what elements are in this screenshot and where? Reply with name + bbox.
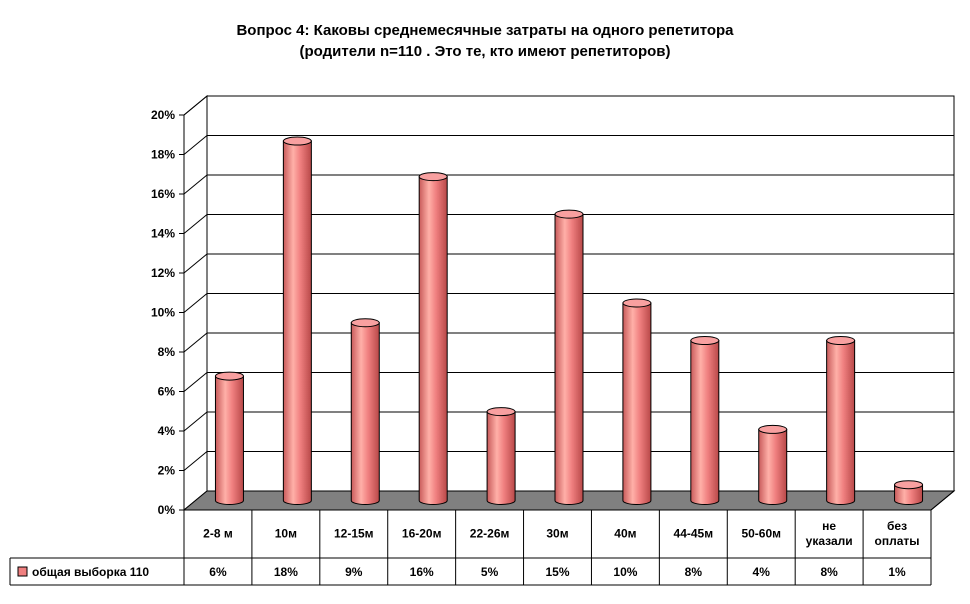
gridline-diagonal xyxy=(183,174,208,195)
bar-top xyxy=(554,209,584,219)
gridline-diagonal xyxy=(183,214,208,234)
category-label: 10м xyxy=(275,527,297,541)
data-table: 2-8 м 10м 12-15м 16-20м 22-26м 30м 40м 44-45м 50… xyxy=(9,490,955,586)
y-tick-label: 6% xyxy=(158,385,176,399)
data-value-label: 8% xyxy=(685,565,703,579)
y-tick-label: 20% xyxy=(151,108,175,122)
bar-body xyxy=(758,428,788,505)
y-tick-label: 18% xyxy=(151,148,175,162)
bar-top xyxy=(418,172,448,182)
data-value-label: 10% xyxy=(613,565,637,579)
chart-title-line-2: (родители n=110 . Это те, кто имеют репе… xyxy=(299,43,671,60)
chart-title: Вопрос 4: Каковы среднемесячные затраты … xyxy=(0,20,970,62)
category-label: 50-60м xyxy=(741,527,781,541)
y-tick-label: 8% xyxy=(158,345,176,359)
bar-body xyxy=(622,302,652,505)
bars-layer xyxy=(214,136,924,505)
bar xyxy=(554,209,584,505)
category-label: не xyxy=(822,519,836,533)
bar-body xyxy=(418,176,448,505)
gridline-diagonal xyxy=(183,411,208,432)
bar-body xyxy=(690,340,720,505)
bar-body xyxy=(350,322,380,505)
data-value-label: 16% xyxy=(410,565,434,579)
bar-body xyxy=(282,140,312,505)
category-label: без xyxy=(887,519,907,533)
bar xyxy=(418,172,448,505)
bar xyxy=(690,336,720,505)
y-tick-label: 10% xyxy=(151,306,175,320)
bar-top xyxy=(282,136,312,146)
bar-top xyxy=(690,336,720,346)
category-label: 16-20м xyxy=(402,527,442,541)
data-value-label: 1% xyxy=(888,565,906,579)
data-value-label: 5% xyxy=(481,565,499,579)
bar xyxy=(350,318,380,505)
bar-body xyxy=(894,484,924,505)
y-tick-label: 12% xyxy=(151,266,175,280)
bar-body xyxy=(554,213,584,505)
bar xyxy=(622,298,652,505)
data-value-label: 6% xyxy=(209,565,227,579)
gridline-diagonal xyxy=(183,372,208,392)
category-label: 30м xyxy=(546,527,568,541)
category-label: 40м xyxy=(614,527,636,541)
bar-body xyxy=(486,411,516,505)
gridline-diagonal xyxy=(183,135,208,155)
y-tick-label: 16% xyxy=(151,187,175,201)
bar xyxy=(214,371,244,505)
bar-top xyxy=(758,424,788,434)
bar xyxy=(894,480,924,505)
y-tick-label: 0% xyxy=(158,503,176,517)
category-label: оплаты xyxy=(875,534,920,548)
bar xyxy=(826,336,856,505)
legend-series-name: общая выборка 110 xyxy=(32,565,149,579)
bar-body xyxy=(826,340,856,505)
bar xyxy=(486,407,516,505)
category-label: 44-45м xyxy=(674,527,714,541)
data-value-label: 9% xyxy=(345,565,363,579)
bar xyxy=(758,424,788,505)
bar-top xyxy=(826,336,856,346)
y-tick-label: 14% xyxy=(151,227,175,241)
gridline-diagonal xyxy=(183,253,208,274)
bar-top xyxy=(214,371,244,381)
bar-top xyxy=(486,407,516,417)
bar-top xyxy=(622,298,652,308)
gridline-diagonal xyxy=(183,451,208,471)
data-value-label: 15% xyxy=(545,565,569,579)
gridline-diagonal xyxy=(183,95,208,116)
data-value-label: 4% xyxy=(753,565,771,579)
bar-top xyxy=(350,318,380,328)
category-label: указали xyxy=(806,534,853,548)
gridline-diagonal xyxy=(183,332,208,353)
data-value-label: 8% xyxy=(820,565,838,579)
data-value-label: 18% xyxy=(274,565,298,579)
category-label: 12-15м xyxy=(334,527,374,541)
bar-top xyxy=(894,480,924,490)
bar-body xyxy=(214,375,244,505)
category-label: 22-26м xyxy=(470,527,510,541)
chart-title-line-1: Вопрос 4: Каковы среднемесячные затраты … xyxy=(236,22,734,39)
category-label: 2-8 м xyxy=(203,527,233,541)
bar xyxy=(282,136,312,505)
table-floor-edge xyxy=(930,490,955,511)
y-tick-label: 4% xyxy=(158,424,176,438)
legend-swatch xyxy=(17,566,28,577)
gridline-diagonal xyxy=(183,293,208,313)
y-tick-label: 2% xyxy=(158,464,176,478)
